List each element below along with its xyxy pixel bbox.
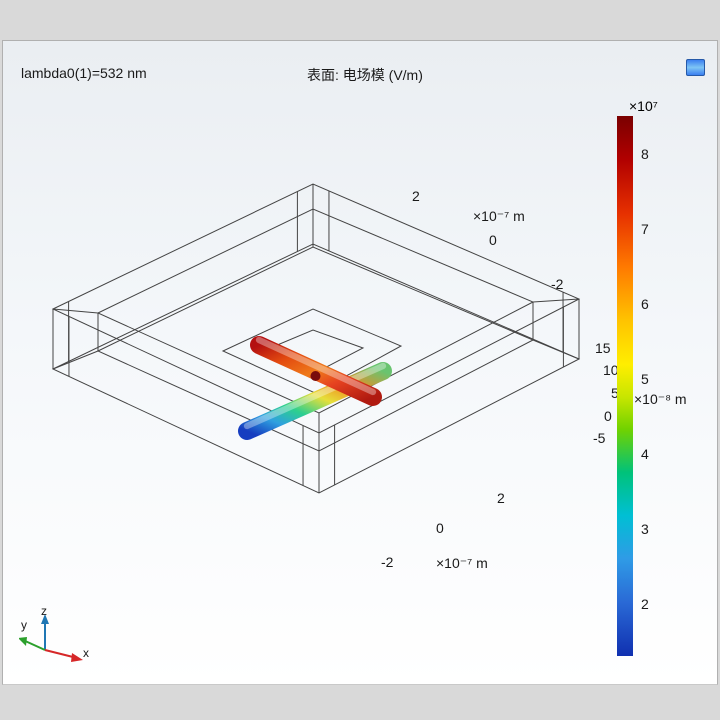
colorbar-tick: 3 <box>641 521 649 537</box>
plot-canvas[interactable]: lambda0(1)=532 nm 表面: 电场模 (V/m) 20-2-202… <box>2 40 718 685</box>
orientation-triad-icon[interactable]: z y x <box>19 610 99 670</box>
svg-text:0: 0 <box>604 408 612 424</box>
colorbar-tick: 8 <box>641 146 649 162</box>
colorbar-tick: 7 <box>641 221 649 237</box>
svg-text:0: 0 <box>436 520 444 536</box>
colorbar: ×10⁷ 2345678 <box>617 116 687 656</box>
svg-text:0: 0 <box>489 232 497 248</box>
colorbar-tick: 5 <box>641 371 649 387</box>
svg-text:2: 2 <box>497 490 505 506</box>
svg-text:15: 15 <box>595 340 611 356</box>
triad-x-label: x <box>83 646 89 660</box>
svg-text:-2: -2 <box>381 554 394 570</box>
svg-text:-5: -5 <box>593 430 606 446</box>
svg-text:-2: -2 <box>551 276 564 292</box>
colorbar-tick: 2 <box>641 596 649 612</box>
svg-text:2: 2 <box>412 188 420 204</box>
colorbar-gradient <box>617 116 633 656</box>
triad-z-label: z <box>41 604 47 618</box>
colorbar-tick: 4 <box>641 446 649 462</box>
colorbar-exponent: ×10⁷ <box>629 98 658 114</box>
svg-text:×10⁻⁷ m: ×10⁻⁷ m <box>436 555 488 571</box>
triad-y-label: y <box>21 618 27 632</box>
svg-text:×10⁻⁷ m: ×10⁻⁷ m <box>473 208 525 224</box>
colorbar-tick: 6 <box>641 296 649 312</box>
scene-3d: 20-2-202151050-5×10⁻⁷ m×10⁻⁷ m <box>3 41 719 686</box>
